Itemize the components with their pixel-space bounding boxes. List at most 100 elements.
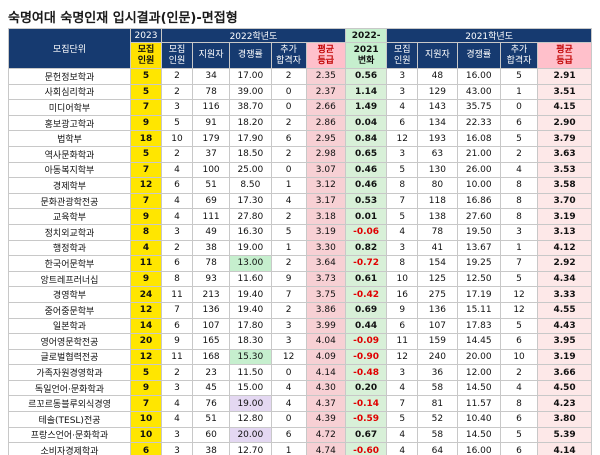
cell-capacity-2021: 3	[386, 239, 419, 257]
cell-applicants-2022: 78	[191, 83, 231, 101]
cell-dept: 일본학과	[8, 317, 131, 335]
cell-extra-2021: 5	[499, 270, 539, 288]
cell-avg-2022: 2.95	[305, 130, 346, 147]
cell-avg-2022: 4.04	[305, 333, 346, 350]
header-applicants-2022: 지원자	[191, 42, 231, 69]
cell-avg-2022: 3.18	[305, 208, 346, 225]
cell-extra-2022: 1	[270, 442, 307, 455]
cell-change: 0.46	[344, 177, 388, 194]
header-applicants-2021: 지원자	[417, 42, 458, 69]
cell-avg-2021: 3.19	[537, 208, 592, 225]
cell-change: 0.20	[344, 379, 388, 397]
cell-capacity-2022: 2	[160, 83, 193, 101]
cell-avg-2021: 4.15	[537, 99, 592, 116]
cell-extra-2022: 0	[270, 83, 307, 101]
header-extra-2021-line2: 합격자	[506, 55, 532, 66]
header-change: 2021 변화	[344, 42, 388, 69]
cell-change: -0.60	[344, 442, 388, 455]
header-capacity-2021-line1: 모집	[393, 44, 411, 55]
cell-dept: 독일언어·문화학과	[8, 379, 131, 397]
cell-capacity-2021: 4	[386, 426, 419, 444]
cell-dept: 홍보광고학과	[8, 114, 131, 132]
cell-capacity-2022: 7	[160, 301, 193, 319]
header-ratio-2021: 경쟁률	[456, 42, 501, 69]
cell-ratio-2021: 19.25	[456, 255, 501, 272]
cell-applicants-2022: 107	[191, 317, 231, 335]
cell-ratio-2022: 12.80	[229, 411, 272, 428]
cell-ratio-2022: 18.30	[229, 333, 272, 350]
table-row: 문헌정보학과 5 2 34 17.00 2 2.35 0.56 3 48 16.00 5 2.91	[8, 68, 592, 85]
cell-applicants-2021: 81	[417, 395, 458, 413]
cell-avg-2022: 2.98	[305, 145, 346, 163]
cell-ratio-2022: 25.00	[229, 161, 272, 179]
cell-extra-2021: 6	[499, 411, 539, 428]
cell-applicants-2021: 193	[417, 130, 458, 147]
cell-extra-2022: 4	[270, 379, 307, 397]
table-row: 가족자원경영학과 5 2 23 11.50 0 4.14 -0.48 3 36 12.00 2 3.66	[8, 364, 592, 381]
cell-ratio-2022: 16.30	[229, 223, 272, 241]
header-capacity-2023: 모집 인원	[129, 42, 162, 69]
cell-avg-2022: 3.19	[305, 223, 346, 241]
cell-ratio-2022: 19.40	[229, 286, 272, 303]
cell-extra-2022: 5	[270, 223, 307, 241]
cell-capacity-2021: 11	[386, 333, 419, 350]
cell-avg-2022: 3.64	[305, 255, 346, 272]
header-change-line2: 변화	[357, 55, 375, 66]
cell-ratio-2022: 38.70	[229, 99, 272, 116]
cell-avg-2022: 4.39	[305, 411, 346, 428]
cell-capacity-2023: 11	[129, 255, 162, 272]
cell-extra-2021: 5	[499, 130, 539, 147]
table-row: 일본학과 14 6 107 17.80 3 3.99 0.44 6 107 17.83 5 4.43	[8, 317, 592, 335]
cell-capacity-2023: 7	[129, 192, 162, 210]
cell-ratio-2021: 17.19	[456, 286, 501, 303]
table-row: 법학부 18 10 179 17.90 6 2.95 0.84 12 193 16.08 5 3.79	[8, 130, 592, 147]
cell-avg-2021: 4.43	[537, 317, 592, 335]
cell-ratio-2021: 16.86	[456, 192, 501, 210]
cell-dept: 영어영문학전공	[8, 333, 131, 350]
cell-capacity-2021: 6	[386, 114, 419, 132]
cell-capacity-2021: 3	[386, 68, 419, 85]
cell-change: -0.59	[344, 411, 388, 428]
cell-avg-2022: 4.74	[305, 442, 346, 455]
cell-avg-2021: 2.90	[537, 114, 592, 132]
table-row: 아동복지학부 7 4 100 25.00 0 3.07 0.46 5 130 26.00 4 3.53	[8, 161, 592, 179]
cell-dept: 경영학부	[8, 286, 131, 303]
cell-capacity-2021: 5	[386, 208, 419, 225]
cell-ratio-2021: 22.33	[456, 114, 501, 132]
cell-avg-2022: 3.86	[305, 301, 346, 319]
header-year-2021: 2021학년도	[386, 28, 592, 43]
cell-extra-2021: 8	[499, 177, 539, 194]
cell-capacity-2022: 4	[160, 395, 193, 413]
cell-avg-2021: 4.50	[537, 379, 592, 397]
cell-dept: 미디어학부	[8, 99, 131, 116]
cell-applicants-2021: 143	[417, 99, 458, 116]
cell-extra-2022: 6	[270, 130, 307, 147]
cell-capacity-2023: 5	[129, 145, 162, 163]
table-row: 중어중문학부 12 7 136 19.40 2 3.86 0.69 9 136 15.11 12 4.5…	[8, 301, 592, 319]
header-extra-2021: 추가 합격자	[499, 42, 539, 69]
cell-applicants-2021: 48	[417, 68, 458, 85]
cell-avg-2021: 3.63	[537, 145, 592, 163]
cell-applicants-2022: 100	[191, 161, 231, 179]
table-row: 한국어문학부 11 6 78 13.00 2 3.64 -0.72 8 154 19.25 7 2.92	[8, 255, 592, 272]
cell-capacity-2021: 9	[386, 301, 419, 319]
cell-ratio-2022: 17.30	[229, 192, 272, 210]
cell-extra-2022: 6	[270, 426, 307, 444]
cell-extra-2021: 2	[499, 364, 539, 381]
table-row: 역사문화학과 5 2 37 18.50 2 2.98 0.65 3 63 21.00 2 3.63	[8, 145, 592, 163]
cell-dept: 글로벌협력전공	[8, 348, 131, 366]
cell-change: 0.44	[344, 317, 388, 335]
cell-avg-2022: 4.14	[305, 364, 346, 381]
cell-applicants-2022: 51	[191, 411, 231, 428]
header-capacity-2022: 모집 인원	[160, 42, 193, 69]
table-body: 문헌정보학과 5 2 34 17.00 2 2.35 0.56 3 48 16.00 5 2.91 사회심…	[8, 68, 592, 455]
header-extra-2022-line1: 추가	[280, 44, 297, 55]
cell-avg-2022: 2.66	[305, 99, 346, 116]
cell-capacity-2022: 11	[160, 286, 193, 303]
cell-ratio-2021: 12.50	[456, 270, 501, 288]
cell-dept: 경제학부	[8, 177, 131, 194]
cell-applicants-2021: 63	[417, 145, 458, 163]
cell-applicants-2022: 34	[191, 68, 231, 85]
cell-capacity-2021: 7	[386, 395, 419, 413]
cell-capacity-2022: 4	[160, 161, 193, 179]
